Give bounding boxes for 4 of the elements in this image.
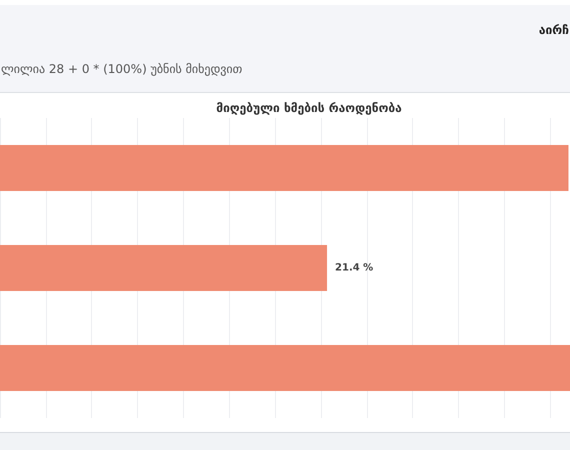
chart-title: მიღებული ხმების რაოდენობა — [216, 101, 402, 115]
text: ლილია 28 + 0 * (100%) უბნის მიხედვით — [1, 62, 242, 76]
text: აირჩ — [538, 23, 569, 37]
data-label: 21.4 % — [335, 262, 374, 274]
